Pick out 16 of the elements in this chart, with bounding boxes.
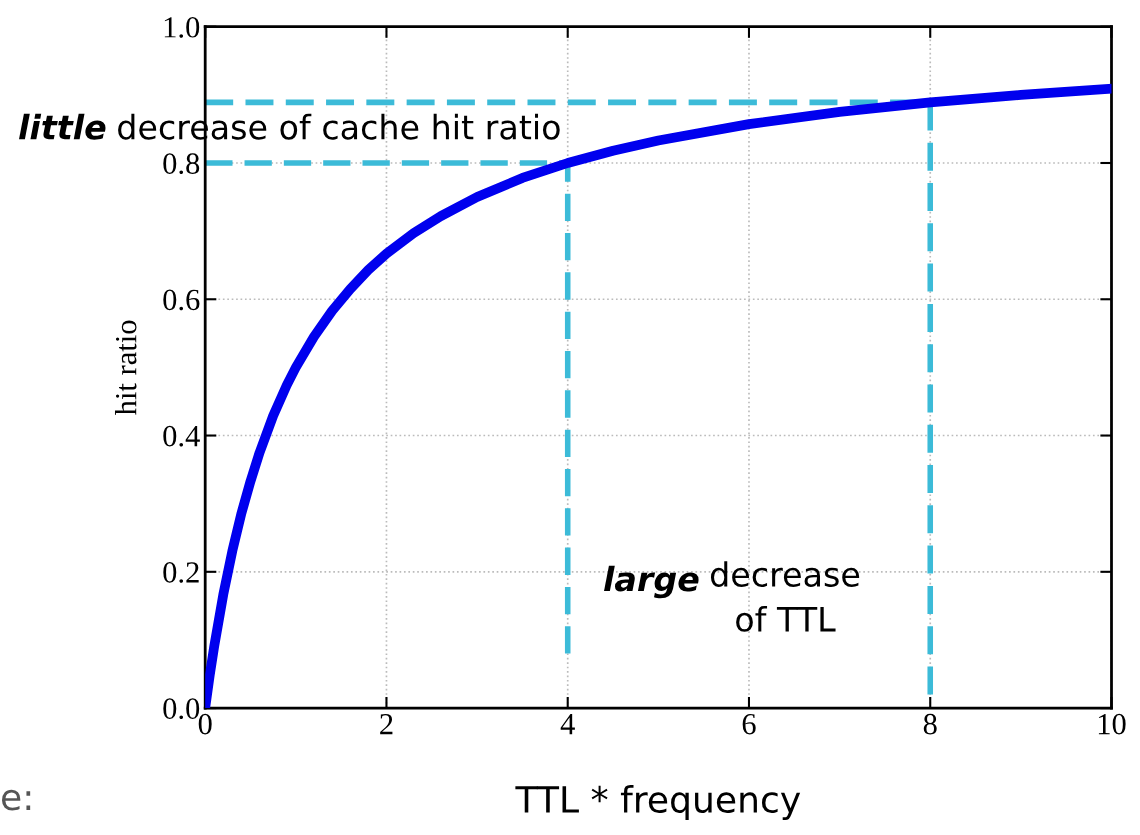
- y-tick-label: 0.2: [163, 562, 199, 583]
- y-tick-label: 1.0: [164, 17, 200, 38]
- x-tick-label: 8: [923, 713, 937, 735]
- x-tick-label: 6: [742, 713, 756, 735]
- x-tick-label: 4: [560, 714, 575, 735]
- annotation: large decrease of TTL: [604, 561, 860, 632]
- text: e:: [1, 789, 31, 811]
- y-tick-label: 0.6: [163, 289, 200, 311]
- x-tick-label: 2: [380, 713, 393, 735]
- x-tick-label: 10: [1098, 713, 1126, 735]
- x-tick-label: 0: [198, 713, 212, 735]
- y-tick-label: 0.4: [163, 425, 200, 447]
- y-tick-label: 0.0: [163, 698, 200, 720]
- x-axis-title: TTL * frequency: [515, 785, 801, 821]
- y-axis-title: hit ratio: [114, 320, 137, 416]
- y-tick-label: 0.8: [163, 153, 200, 175]
